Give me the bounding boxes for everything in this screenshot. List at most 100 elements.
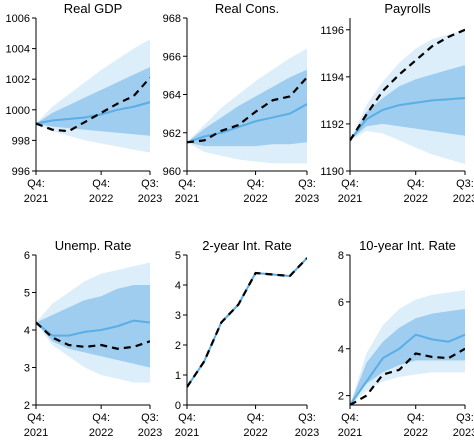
plot-area [187, 48, 307, 164]
x-tick-label-quarter: Q4: [247, 178, 265, 190]
plot-area [36, 262, 150, 383]
x-tick-label-year: 2021 [175, 193, 199, 205]
x-tick-label-year: 2023 [453, 193, 474, 205]
y-tick-label: 8 [338, 250, 344, 262]
y-tick-label: 1194 [320, 72, 344, 84]
scenario-dashed-line [187, 76, 307, 144]
x-tick-label-year: 2022 [403, 193, 427, 205]
x-tick-label-quarter: Q3: [141, 412, 159, 424]
chart-title: Payrolls [384, 1, 431, 16]
x-tick-label-quarter: Q4: [178, 178, 196, 190]
chart-panel-4: 2 3 4 5 6 Q4: 2021 Q4: 2022 Q3: 2023 Unemp. Rate [24, 238, 162, 439]
x-tick-label-year: 2022 [403, 427, 427, 439]
y-tick-label: 5 [24, 288, 30, 300]
x-tick-label-year: 2021 [24, 193, 48, 205]
y-tick-label: 2 [24, 400, 30, 412]
chart-title: 10-year Int. Rate [359, 238, 456, 253]
plot-area [187, 257, 307, 388]
y-tick-label: 4 [175, 280, 181, 292]
y-tick-label: 4 [338, 344, 344, 356]
scenario-dashed-line [36, 76, 150, 133]
inner-confidence-band [187, 69, 307, 147]
chart-panel-3: 1190 1192 1194 1196 Q4: 2021 Q4: 2022 Q3: 2023 Pay… [320, 1, 474, 205]
x-tick-label-year: 2023 [295, 427, 319, 439]
x-tick-label-year: 2021 [338, 193, 362, 205]
chart-panel-1: 996 998 1000 1002 1004 1006 Q4: 2021 Q4: 2022 Q3: 2… [6, 1, 163, 205]
x-tick-label-year: 2023 [453, 427, 474, 439]
y-tick-label: 1004 [6, 44, 30, 56]
inner-confidence-band [350, 308, 465, 405]
x-tick-label-year: 2023 [138, 193, 162, 205]
median-forecast-line [36, 101, 150, 125]
plot-area [36, 39, 150, 153]
x-tick-label-year: 2023 [295, 193, 319, 205]
median-forecast-line [36, 319, 150, 337]
y-tick-label: 962 [163, 128, 181, 140]
median-forecast-line [350, 333, 465, 405]
x-tick-label-year: 2022 [243, 427, 267, 439]
y-tick-label: 3 [175, 310, 181, 322]
y-tick-label: 966 [163, 51, 181, 63]
x-tick-label-quarter: Q4: [27, 412, 45, 424]
y-tick-label: 1192 [320, 119, 344, 131]
chart-title: Real GDP [64, 1, 123, 16]
plot-area [350, 290, 465, 405]
y-tick-label: 960 [163, 166, 181, 178]
x-tick-label-year: 2023 [138, 427, 162, 439]
x-tick-label-quarter: Q3: [456, 412, 474, 424]
y-tick-label: 5 [175, 250, 181, 262]
x-tick-label-quarter: Q4: [178, 412, 196, 424]
y-tick-label: 1196 [320, 25, 344, 37]
y-tick-label: 998 [12, 135, 30, 147]
chart-panel-2: 960 962 964 966 968 Q4: 2021 Q4: 2022 Q3: 2023 Real… [163, 1, 320, 205]
x-tick-label-year: 2021 [338, 427, 362, 439]
chart-title: 2-year Int. Rate [202, 238, 292, 253]
x-tick-label-quarter: Q4: [92, 178, 110, 190]
x-tick-label-year: 2021 [24, 427, 48, 439]
scenario-dashed-line [36, 321, 150, 350]
x-tick-label-year: 2021 [175, 427, 199, 439]
chart-panel-5: 0 1 2 3 4 5 Q4: 2021 Q4: 2022 Q3: 2023 2-year Int. R… [175, 238, 319, 439]
chart-panel-6: 2 4 6 8 Q4: 2021 Q4: 2022 Q3: 2023 10-year Int. Ra… [338, 238, 474, 439]
y-tick-label: 1 [175, 370, 181, 382]
chart-title: Real Cons. [215, 1, 279, 16]
y-tick-label: 0 [175, 400, 181, 412]
x-tick-label-year: 2022 [89, 193, 113, 205]
plot-area [350, 28, 465, 164]
median-forecast-line [187, 103, 307, 144]
x-tick-label-quarter: Q4: [247, 412, 265, 424]
median-forecast-line [350, 97, 465, 142]
y-tick-label: 1002 [6, 74, 30, 86]
x-tick-label-quarter: Q3: [298, 178, 316, 190]
y-tick-label: 2 [338, 391, 344, 403]
x-tick-label-quarter: Q4: [407, 178, 425, 190]
y-tick-label: 3 [24, 363, 30, 375]
x-tick-label-quarter: Q3: [456, 178, 474, 190]
chart-title: Unemp. Rate [55, 238, 132, 253]
y-tick-label: 4 [24, 325, 30, 337]
scenario-dashed-line [350, 347, 465, 405]
x-tick-label-quarter: Q3: [141, 178, 159, 190]
scenario-dashed-line [187, 257, 307, 388]
x-tick-label-year: 2022 [243, 193, 267, 205]
x-tick-label-quarter: Q4: [341, 178, 359, 190]
inner-confidence-band [36, 285, 150, 368]
y-tick-label: 968 [163, 13, 181, 25]
y-tick-label: 996 [12, 166, 30, 178]
x-tick-label-quarter: Q3: [298, 412, 316, 424]
y-tick-label: 964 [163, 90, 181, 102]
x-tick-label-quarter: Q4: [27, 178, 45, 190]
x-tick-label-quarter: Q4: [407, 412, 425, 424]
inner-confidence-band [350, 65, 465, 141]
x-tick-label-year: 2022 [89, 427, 113, 439]
y-tick-label: 1190 [320, 166, 344, 178]
y-tick-label: 1000 [6, 105, 30, 117]
y-tick-label: 6 [24, 250, 30, 262]
median-forecast-line [187, 257, 307, 388]
y-tick-label: 6 [338, 297, 344, 309]
x-tick-label-quarter: Q4: [341, 412, 359, 424]
y-tick-label: 1006 [6, 13, 30, 25]
y-tick-label: 2 [175, 340, 181, 352]
x-tick-label-quarter: Q4: [92, 412, 110, 424]
